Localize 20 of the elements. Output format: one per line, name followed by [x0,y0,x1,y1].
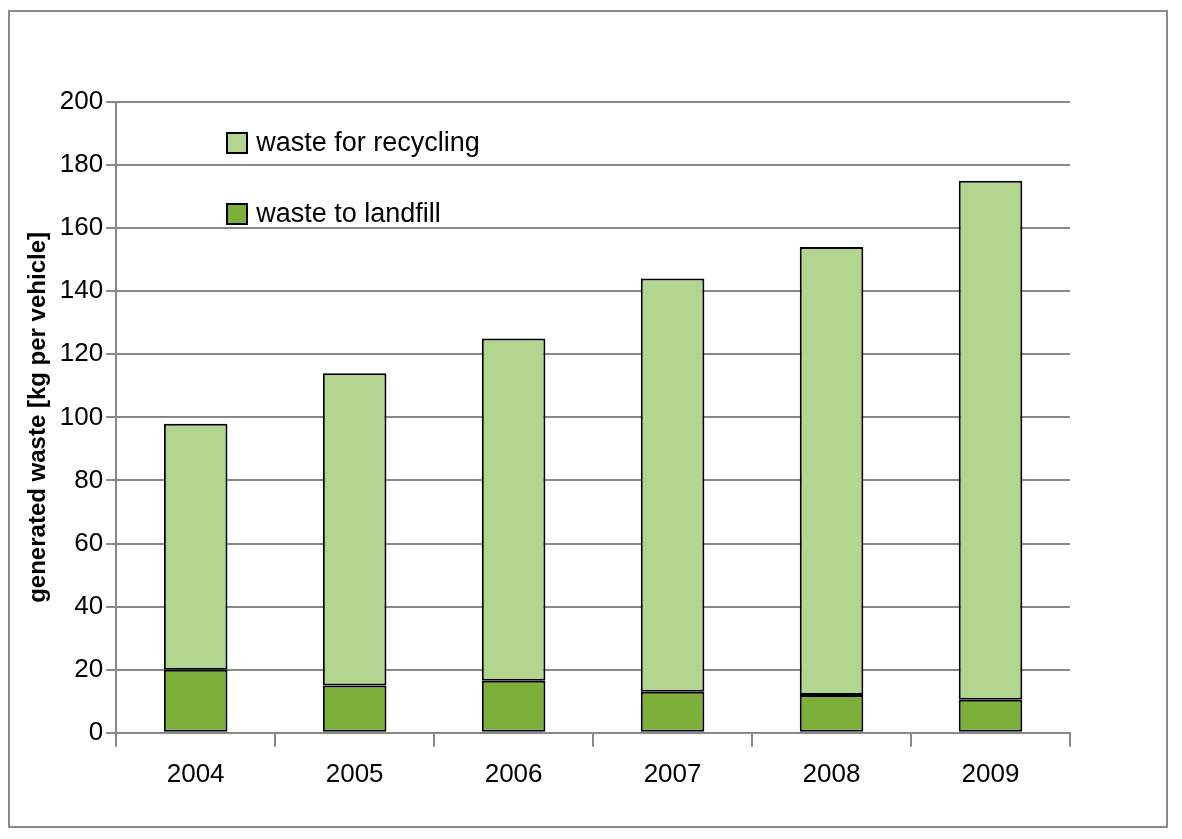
y-tick-label: 200 [59,85,104,116]
x-tick-label: 2004 [166,757,225,788]
y-tick-label: 120 [59,337,104,368]
y-axis-title: generated waste [kg per vehicle] [23,231,51,603]
legend-label: waste to landfill [256,198,441,229]
y-tick-label: 80 [74,463,104,494]
x-tick-label: 2008 [802,757,861,788]
x-tick-label: 2006 [484,757,543,788]
y-tick-label: 40 [74,589,104,620]
y-tick-label: 20 [74,652,104,683]
y-tick-label: 140 [59,274,104,305]
y-tick-label: 0 [88,715,104,746]
x-tick-label: 2009 [961,757,1020,788]
y-tick-label: 60 [74,526,104,557]
y-tick-label: 180 [59,148,104,179]
x-tick-label: 2007 [643,757,702,788]
x-tick-label: 2005 [325,757,384,788]
y-tick-label: 160 [59,211,104,242]
legend-label: waste for recycling [256,127,480,158]
y-tick-label: 100 [59,400,104,431]
